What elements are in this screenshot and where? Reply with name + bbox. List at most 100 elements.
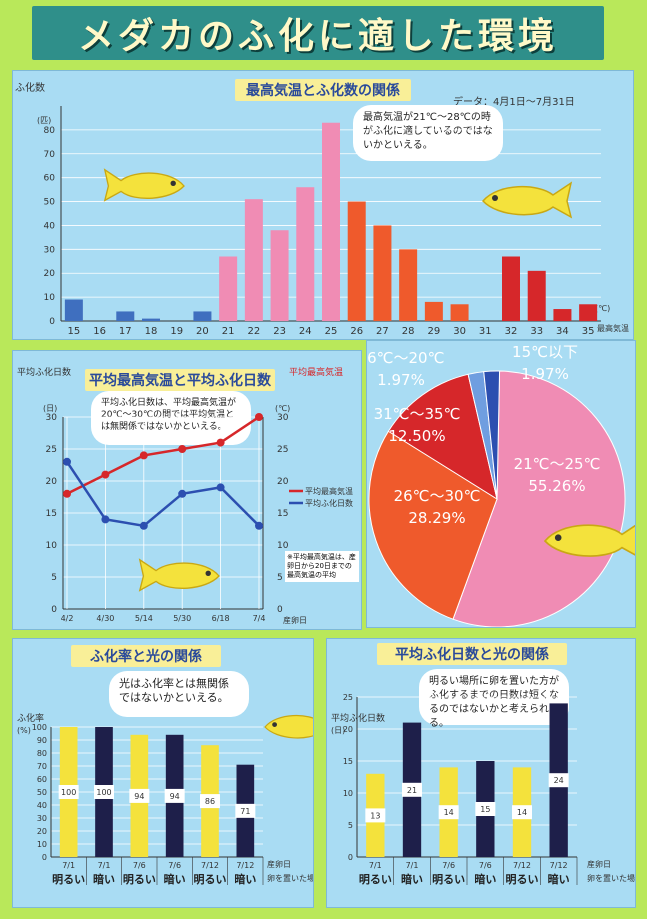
chart2-left-ytick-label: 25 xyxy=(46,445,57,455)
chart1-ytick-label: 0 xyxy=(49,317,55,327)
chart5-ytick-label: 25 xyxy=(343,693,353,702)
chart1-bar xyxy=(116,311,135,321)
chart1-xunit: (℃) xyxy=(595,304,610,313)
panel-pie: 21℃〜25℃ 55.26% 26℃〜30℃ 28.29% 31℃〜35℃ 12.50% 1… xyxy=(366,340,636,628)
chart1-note: データ：4月1日〜7月31日 xyxy=(453,97,575,108)
panel-avg-temp-hatch-days: 平均最高気温と平均ふ化日数 平均ふ化日数は、平均最高気温が20℃〜30℃の間では… xyxy=(12,350,362,630)
chart2-xlabel: 産卵日 xyxy=(283,615,307,625)
chart2-svg: 平均ふ化日数(日)平均最高気温(℃)産卵日0510152025300510152… xyxy=(17,366,353,625)
panel-hatch-days-light: 平均ふ化日数と光の関係 明るい場所に卵を置いた方がふ化するまでの日数は短くなるの… xyxy=(326,638,636,908)
panel-max-temp-hatch: 最高気温とふ化数の関係 データ：4月1日〜7月31日 最高気温が21℃〜28℃の… xyxy=(12,70,634,340)
chart2-xtick-label: 4/30 xyxy=(96,614,114,623)
chart5-place-label: 暗い xyxy=(548,872,570,886)
chart5-xlabel: 産卵日 xyxy=(587,859,611,869)
chart5-place-label: 暗い xyxy=(474,872,496,886)
chart4-data-label-bg xyxy=(164,788,185,803)
chart2-right-ytick-label: 10 xyxy=(277,541,289,551)
chart4-data-label: 100 xyxy=(96,788,111,797)
chart5-xtick-label: 7/12 xyxy=(550,861,568,870)
chart2-left-ytick-label: 5 xyxy=(51,573,57,583)
chart2-point xyxy=(216,483,225,492)
chart2-right-ytick-label: 30 xyxy=(277,413,289,423)
chart5-ylabel: 平均ふ化日数 xyxy=(331,712,385,724)
chart4-xtick-label: 7/6 xyxy=(133,861,146,870)
chart1-ytick-label: 10 xyxy=(44,293,56,303)
chart5-xtick-label: 7/12 xyxy=(513,861,531,870)
chart2-left-ytick-label: 0 xyxy=(51,605,57,615)
chart5-data-label-bg xyxy=(402,782,422,797)
chart3-slice xyxy=(368,430,498,620)
chart4-data-label-bg xyxy=(129,788,150,803)
chart5-svg: 平均ふ化日数 (日) 産卵日卵を置いた場所 0 5 10 15 20 25 13 7/1 明るい 21 7… xyxy=(331,693,635,886)
chart2-point xyxy=(101,470,110,479)
chart4-data-label: 94 xyxy=(170,792,180,801)
chart4-xtick-label: 7/12 xyxy=(201,861,219,870)
chart4-ytick-label: 100 xyxy=(32,723,47,732)
chart4-svg: ふ化率 (%) 産卵日卵を置いた場所 0 10 20 30 40 50 60 70 80 90 100 10… xyxy=(17,712,313,886)
chart4-ytick-label: 70 xyxy=(37,762,47,771)
chart5-place-label: 明るい xyxy=(359,873,392,886)
chart1-ytick-label: 40 xyxy=(44,221,56,231)
chart2-xtick-label: 5/14 xyxy=(135,614,153,623)
chart5-yunit: (日) xyxy=(331,726,345,735)
chart1-xtick-label: 17 xyxy=(119,326,132,337)
chart1-xtick-label: 35 xyxy=(582,326,595,337)
chart5-ytick-label: 20 xyxy=(343,725,353,734)
fish-icon xyxy=(481,181,573,219)
chart2-xtick-label: 6/18 xyxy=(212,614,230,623)
chart1-xtick-label: 25 xyxy=(325,326,338,337)
chart4-title: ふ化率と光の関係 xyxy=(71,645,221,667)
chart3-slice xyxy=(452,370,626,627)
chart2-point xyxy=(63,489,71,498)
chart1-bar xyxy=(502,256,520,321)
chart2-left-ytick-label: 30 xyxy=(46,413,58,423)
chart4-data-label-bg xyxy=(200,794,220,809)
chart3-slice-label: 26℃〜30℃ xyxy=(394,487,481,505)
chart1-ytick-label: 80 xyxy=(44,126,56,136)
panel-hatch-rate-light: ふ化率と光の関係 光はふ化率とは無関係ではないかといえる。 ふ化率 (%) 産卵日卵… xyxy=(12,638,314,908)
chart4-ytick-label: 80 xyxy=(37,749,47,758)
chart5-data-label-bg xyxy=(548,773,569,788)
chart5-xtick-label: 7/6 xyxy=(442,861,455,870)
chart1-xtick-label: 30 xyxy=(453,326,466,337)
chart1-bar xyxy=(296,187,315,321)
chart2-xtick-label: 5/30 xyxy=(173,614,191,623)
chart5-title: 平均ふ化日数と光の関係 xyxy=(377,643,567,665)
chart1-ytick-label: 50 xyxy=(44,198,56,208)
chart2-point xyxy=(178,489,187,498)
chart2-legend-label: 平均ふ化日数 xyxy=(305,498,353,508)
chart1-bar xyxy=(450,304,469,321)
chart2-point xyxy=(101,515,110,524)
chart2-point xyxy=(255,521,263,530)
chart1-xtick-label: 24 xyxy=(299,326,312,337)
chart4-ylabel: ふ化率 xyxy=(17,712,44,724)
chart1-xtick-label: 29 xyxy=(427,326,440,337)
chart1-xtick-label: 15 xyxy=(67,326,80,337)
chart2-footnote: ※平均最高気温は、産卵日から20日までの最高気温の平均 xyxy=(285,551,359,582)
chart1-bar xyxy=(219,256,238,321)
chart1-bar xyxy=(527,270,546,321)
chart5-data-label: 13 xyxy=(370,811,380,820)
chart5-ytick-label: 5 xyxy=(348,821,353,830)
chart4-place-label: 暗い xyxy=(234,872,256,886)
chart1-ytick-label: 70 xyxy=(44,150,56,160)
chart1-title: 最高気温とふ化数の関係 xyxy=(235,79,411,101)
chart4-data-label: 100 xyxy=(61,788,76,797)
chart3-slice-label: 21℃〜25℃ xyxy=(514,455,601,473)
chart2-left-ytick-label: 20 xyxy=(46,477,58,487)
chart1-xtick-label: 22 xyxy=(247,326,260,337)
chart4-data-label: 71 xyxy=(240,807,250,816)
chart5-data-label: 21 xyxy=(407,786,417,795)
chart2-right-ytick-label: 20 xyxy=(277,477,289,487)
chart5-place-label: 暗い xyxy=(401,872,423,886)
chart1-bar xyxy=(270,230,289,321)
chart1-xtick-label: 31 xyxy=(479,326,492,337)
chart1-ytick-label: 20 xyxy=(44,269,56,279)
chart3-slice-label: 31℃〜35℃ xyxy=(374,405,461,423)
chart2-right-ytick-label: 5 xyxy=(277,573,283,583)
chart4-place-label: 明るい xyxy=(123,873,156,886)
chart4-ytick-label: 30 xyxy=(37,814,47,823)
chart2-xtick-label: 7/4 xyxy=(253,614,266,623)
chart5-xlabel2: 卵を置いた場所 xyxy=(587,873,635,883)
chart2-left-ytick-label: 15 xyxy=(46,509,57,519)
